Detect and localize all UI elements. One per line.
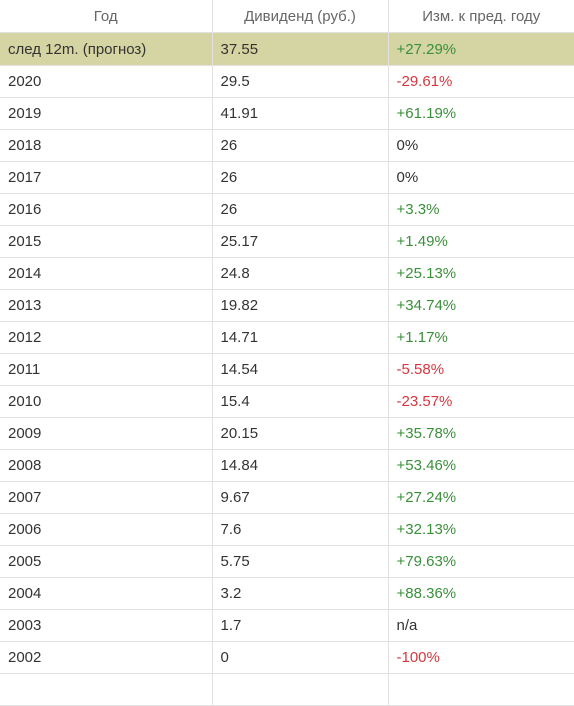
cell-change: +35.78% <box>388 417 574 450</box>
cell-change: +88.36% <box>388 577 574 610</box>
cell-dividend: 26 <box>212 193 389 226</box>
cell-dividend: 14.54 <box>212 353 389 386</box>
cell-year: 2004 <box>0 577 213 610</box>
cell-change: +1.49% <box>388 225 574 258</box>
cell-dividend: 5.75 <box>212 545 389 578</box>
cell-change <box>388 673 574 706</box>
table-row: 2004 3.2 +88.36% <box>0 577 574 610</box>
table-row: 2020 29.5 -29.61% <box>0 65 574 98</box>
cell-year: 2016 <box>0 193 213 226</box>
cell-year: 2014 <box>0 257 213 290</box>
cell-dividend: 3.2 <box>212 577 389 610</box>
table-row: 2008 14.84 +53.46% <box>0 449 574 482</box>
cell-change: -5.58% <box>388 353 574 386</box>
table-row-forecast: след 12m. (прогноз) 37.55 +27.29% <box>0 32 574 66</box>
cell-year: 2018 <box>0 129 213 162</box>
table-row: 2012 14.71 +1.17% <box>0 321 574 354</box>
cell-dividend: 7.6 <box>212 513 389 546</box>
cell-dividend: 25.17 <box>212 225 389 258</box>
cell-year: 2011 <box>0 353 213 386</box>
header-year: Год <box>0 0 213 33</box>
cell-dividend: 37.55 <box>212 32 389 66</box>
table-row: 2002 0 -100% <box>0 641 574 674</box>
table-row: 2007 9.67 +27.24% <box>0 481 574 514</box>
table-row: 2016 26 +3.3% <box>0 193 574 226</box>
cell-change: -29.61% <box>388 65 574 98</box>
table-row <box>0 673 574 706</box>
table-row: 2010 15.4 -23.57% <box>0 385 574 418</box>
table-row: 2013 19.82 +34.74% <box>0 289 574 322</box>
cell-change: +27.29% <box>388 32 574 66</box>
table-row: 2017 26 0% <box>0 161 574 194</box>
table-body: след 12m. (прогноз) 37.55 +27.29% 2020 29.5-… <box>0 32 574 706</box>
cell-year: 2009 <box>0 417 213 450</box>
cell-dividend: 14.71 <box>212 321 389 354</box>
cell-dividend: 20.15 <box>212 417 389 450</box>
cell-year: 2008 <box>0 449 213 482</box>
cell-year: 2007 <box>0 481 213 514</box>
cell-dividend: 15.4 <box>212 385 389 418</box>
cell-dividend: 41.91 <box>212 97 389 130</box>
table-row: 2003 1.7 n/a <box>0 609 574 642</box>
cell-year: 2003 <box>0 609 213 642</box>
cell-year: 2017 <box>0 161 213 194</box>
cell-year: 2010 <box>0 385 213 418</box>
table-row: 2011 14.54 -5.58% <box>0 353 574 386</box>
table-row: 2014 24.8 +25.13% <box>0 257 574 290</box>
cell-change: +27.24% <box>388 481 574 514</box>
cell-year: 2002 <box>0 641 213 674</box>
cell-dividend: 19.82 <box>212 289 389 322</box>
cell-change: -100% <box>388 641 574 674</box>
cell-year <box>0 673 213 706</box>
cell-change: +32.13% <box>388 513 574 546</box>
cell-dividend: 29.5 <box>212 65 389 98</box>
cell-change: 0% <box>388 161 574 194</box>
cell-year: след 12m. (прогноз) <box>0 32 213 66</box>
cell-year: 2013 <box>0 289 213 322</box>
cell-change: +34.74% <box>388 289 574 322</box>
cell-dividend: 0 <box>212 641 389 674</box>
table-row: 2018 26 0% <box>0 129 574 162</box>
table-row: 2009 20.15 +35.78% <box>0 417 574 450</box>
header-dividend: Дивиденд (руб.) <box>212 0 389 33</box>
cell-change: -23.57% <box>388 385 574 418</box>
cell-change: +3.3% <box>388 193 574 226</box>
table-row: 2015 25.17 +1.49% <box>0 225 574 258</box>
cell-change: +1.17% <box>388 321 574 354</box>
cell-dividend: 9.67 <box>212 481 389 514</box>
cell-dividend <box>212 673 389 706</box>
cell-year: 2020 <box>0 65 213 98</box>
cell-year: 2019 <box>0 97 213 130</box>
cell-year: 2006 <box>0 513 213 546</box>
cell-change: 0% <box>388 129 574 162</box>
cell-change: +79.63% <box>388 545 574 578</box>
cell-dividend: 26 <box>212 161 389 194</box>
cell-year: 2012 <box>0 321 213 354</box>
cell-dividend: 14.84 <box>212 449 389 482</box>
cell-change: n/a <box>388 609 574 642</box>
cell-year: 2015 <box>0 225 213 258</box>
table-row: 2005 5.75 +79.63% <box>0 545 574 578</box>
table-header-row: Год Дивиденд (руб.) Изм. к пред. году <box>0 0 574 33</box>
cell-change: +53.46% <box>388 449 574 482</box>
cell-change: +25.13% <box>388 257 574 290</box>
header-change: Изм. к пред. году <box>388 0 574 33</box>
cell-year: 2005 <box>0 545 213 578</box>
cell-dividend: 26 <box>212 129 389 162</box>
cell-dividend: 24.8 <box>212 257 389 290</box>
table-row: 2019 41.91 +61.19% <box>0 97 574 130</box>
table-row: 2006 7.6 +32.13% <box>0 513 574 546</box>
cell-change: +61.19% <box>388 97 574 130</box>
cell-dividend: 1.7 <box>212 609 389 642</box>
